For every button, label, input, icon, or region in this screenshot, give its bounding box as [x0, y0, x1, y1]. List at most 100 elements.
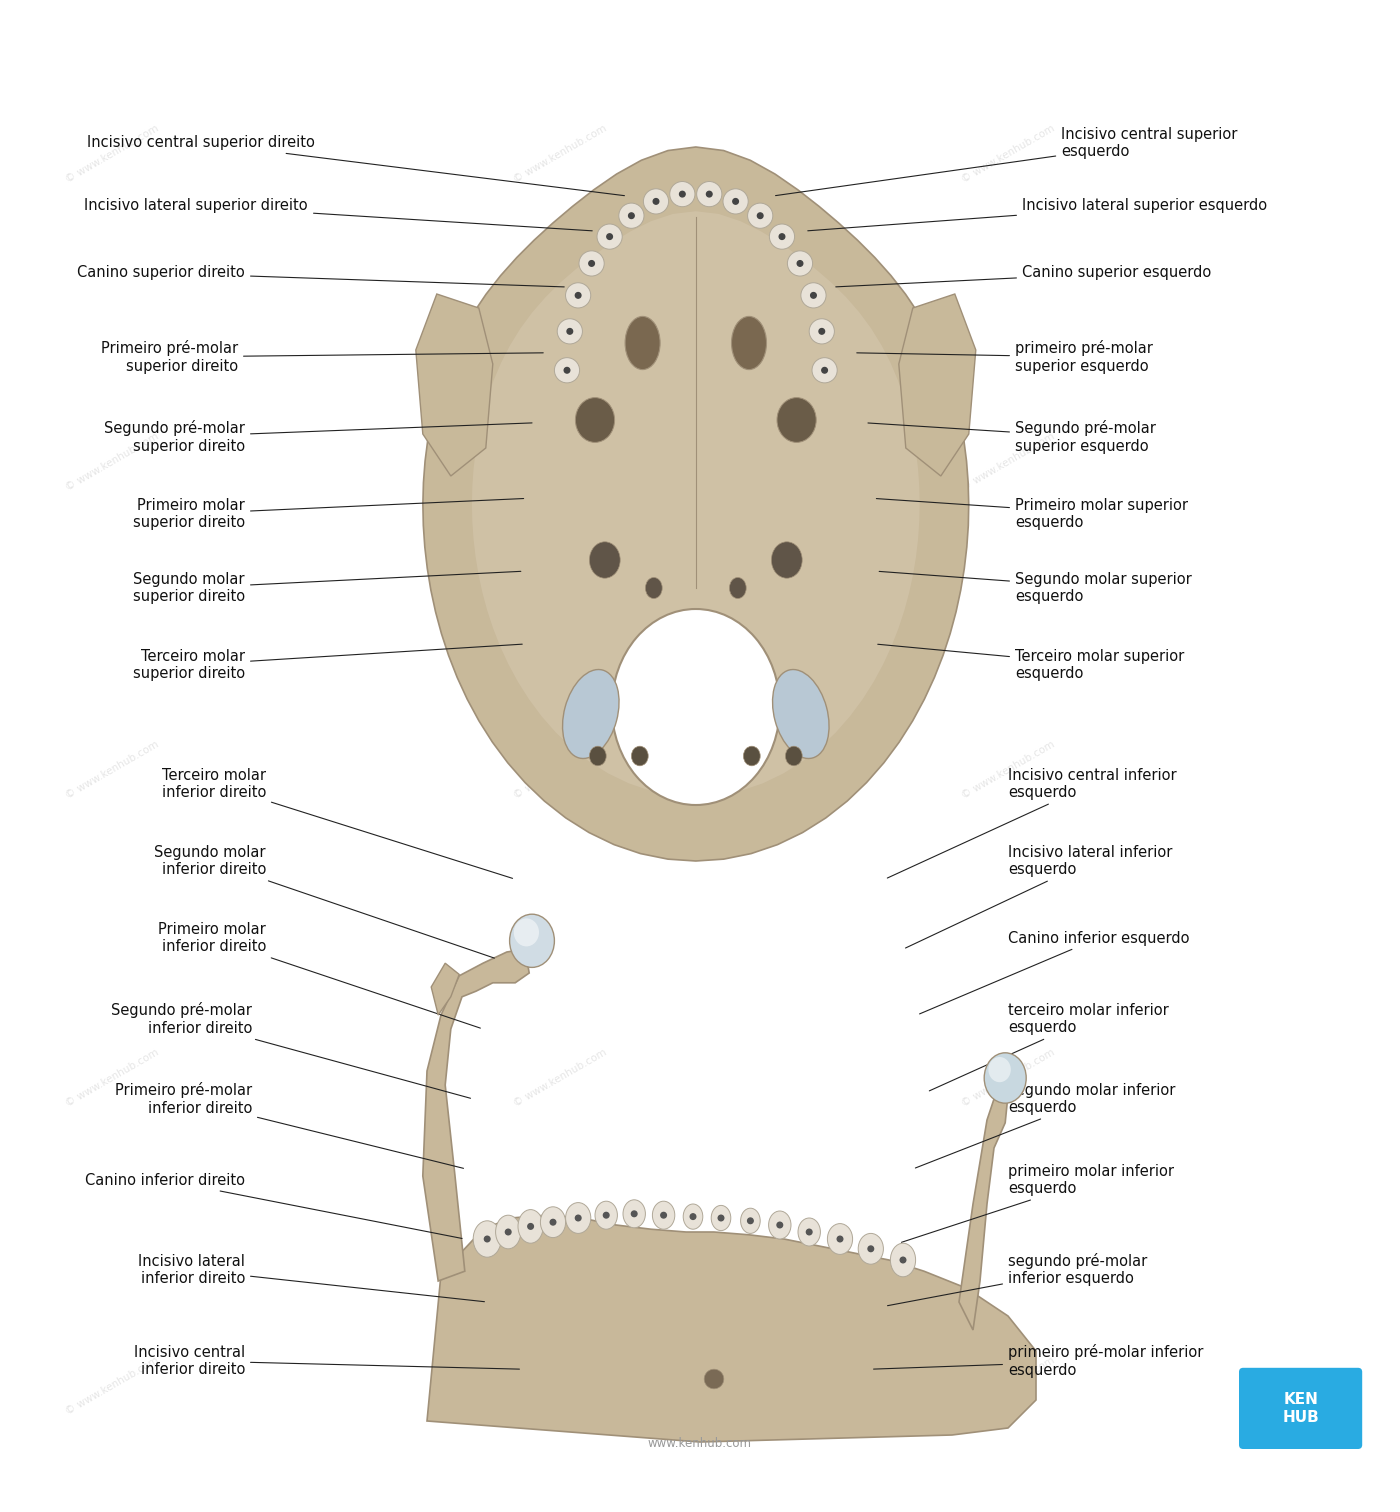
Circle shape: [809, 319, 834, 343]
Text: © www.kenhub.com: © www.kenhub.com: [512, 1355, 608, 1417]
Ellipse shape: [566, 1202, 591, 1234]
Ellipse shape: [743, 747, 760, 765]
Circle shape: [484, 1237, 490, 1241]
Circle shape: [669, 181, 694, 207]
Ellipse shape: [858, 1234, 883, 1264]
Circle shape: [505, 1229, 511, 1235]
Text: © www.kenhub.com: © www.kenhub.com: [960, 1355, 1056, 1417]
Ellipse shape: [589, 541, 620, 578]
Ellipse shape: [984, 1052, 1026, 1104]
Text: Segundo pré-molar
inferior direito: Segundo pré-molar inferior direito: [111, 1002, 470, 1098]
Ellipse shape: [771, 541, 802, 578]
Text: Incisivo lateral inferior
esquerdo: Incisivo lateral inferior esquerdo: [906, 845, 1172, 948]
Ellipse shape: [623, 1201, 645, 1228]
Circle shape: [557, 319, 582, 343]
Circle shape: [732, 198, 738, 204]
Ellipse shape: [575, 398, 615, 443]
Ellipse shape: [631, 747, 648, 765]
Circle shape: [550, 1219, 556, 1225]
Ellipse shape: [827, 1223, 853, 1255]
Ellipse shape: [773, 670, 829, 759]
Text: Segundo molar
superior direito: Segundo molar superior direito: [133, 572, 521, 605]
Circle shape: [822, 367, 827, 373]
Polygon shape: [427, 1216, 1036, 1442]
Ellipse shape: [729, 578, 746, 599]
Circle shape: [801, 283, 826, 308]
Text: Incisivo central superior direito: Incisivo central superior direito: [87, 135, 624, 195]
Text: Primeiro molar superior
esquerdo: Primeiro molar superior esquerdo: [876, 497, 1189, 531]
Circle shape: [811, 292, 816, 298]
Polygon shape: [472, 212, 920, 797]
Circle shape: [644, 189, 669, 215]
Text: Primeiro molar
inferior direito: Primeiro molar inferior direito: [158, 922, 480, 1028]
Text: © www.kenhub.com: © www.kenhub.com: [960, 431, 1056, 493]
Text: Incisivo lateral superior esquerdo: Incisivo lateral superior esquerdo: [808, 198, 1267, 231]
Circle shape: [748, 1219, 753, 1223]
Circle shape: [575, 1216, 581, 1220]
Text: segundo pré-molar
inferior esquerdo: segundo pré-molar inferior esquerdo: [888, 1253, 1147, 1306]
Text: Canino superior direito: Canino superior direito: [77, 266, 564, 287]
Text: Canino inferior direito: Canino inferior direito: [85, 1173, 462, 1238]
Text: primeiro molar inferior
esquerdo: primeiro molar inferior esquerdo: [902, 1164, 1175, 1243]
Circle shape: [631, 1211, 637, 1217]
Circle shape: [718, 1216, 724, 1220]
Text: Incisivo central superior
esquerdo: Incisivo central superior esquerdo: [776, 127, 1238, 195]
Circle shape: [554, 358, 580, 383]
Circle shape: [606, 234, 612, 239]
Text: KEN
HUB: KEN HUB: [1282, 1393, 1319, 1424]
Polygon shape: [431, 963, 459, 1015]
Ellipse shape: [988, 1057, 1011, 1083]
Circle shape: [780, 234, 785, 239]
Ellipse shape: [890, 1243, 916, 1276]
Text: © www.kenhub.com: © www.kenhub.com: [64, 431, 160, 493]
Text: Terceiro molar
superior direito: Terceiro molar superior direito: [133, 644, 522, 682]
Text: © www.kenhub.com: © www.kenhub.com: [512, 739, 608, 801]
Ellipse shape: [741, 1208, 760, 1234]
Circle shape: [900, 1256, 906, 1263]
Text: Primeiro molar
superior direito: Primeiro molar superior direito: [133, 497, 524, 531]
Circle shape: [868, 1246, 874, 1252]
Text: © www.kenhub.com: © www.kenhub.com: [960, 124, 1056, 184]
Text: terceiro molar inferior
esquerdo: terceiro molar inferior esquerdo: [930, 1002, 1169, 1090]
Circle shape: [722, 189, 748, 215]
Circle shape: [707, 192, 713, 197]
Circle shape: [797, 260, 802, 266]
Circle shape: [566, 283, 591, 308]
Polygon shape: [416, 293, 493, 476]
Text: Segundo pré-molar
superior direito: Segundo pré-molar superior direito: [104, 420, 532, 454]
FancyBboxPatch shape: [1239, 1368, 1362, 1448]
Ellipse shape: [589, 747, 606, 765]
Polygon shape: [899, 293, 976, 476]
Circle shape: [697, 181, 722, 207]
Circle shape: [603, 1213, 609, 1219]
Ellipse shape: [496, 1216, 521, 1249]
Circle shape: [748, 203, 773, 228]
Ellipse shape: [683, 1204, 703, 1229]
Circle shape: [812, 358, 837, 383]
Text: © www.kenhub.com: © www.kenhub.com: [960, 739, 1056, 801]
Circle shape: [661, 1213, 666, 1219]
Polygon shape: [423, 147, 969, 860]
Ellipse shape: [540, 1207, 566, 1238]
Circle shape: [564, 367, 570, 373]
Circle shape: [654, 198, 659, 204]
Text: © www.kenhub.com: © www.kenhub.com: [64, 739, 160, 801]
Ellipse shape: [785, 747, 802, 765]
Text: Incisivo central inferior
esquerdo: Incisivo central inferior esquerdo: [888, 768, 1176, 878]
Text: Segundo molar
inferior direito: Segundo molar inferior direito: [154, 845, 494, 959]
Text: © www.kenhub.com: © www.kenhub.com: [512, 1048, 608, 1108]
Ellipse shape: [595, 1201, 617, 1229]
Circle shape: [819, 328, 825, 334]
Ellipse shape: [514, 918, 539, 947]
Text: © www.kenhub.com: © www.kenhub.com: [64, 1048, 160, 1108]
Ellipse shape: [711, 1205, 731, 1231]
Circle shape: [757, 213, 763, 219]
Ellipse shape: [731, 316, 767, 369]
Polygon shape: [423, 950, 529, 1281]
Ellipse shape: [563, 670, 619, 759]
Text: Segundo pré-molar
superior esquerdo: Segundo pré-molar superior esquerdo: [868, 420, 1156, 454]
Ellipse shape: [777, 398, 816, 443]
Text: Segundo molar superior
esquerdo: Segundo molar superior esquerdo: [879, 572, 1191, 605]
Ellipse shape: [612, 609, 780, 804]
Ellipse shape: [652, 1201, 675, 1229]
